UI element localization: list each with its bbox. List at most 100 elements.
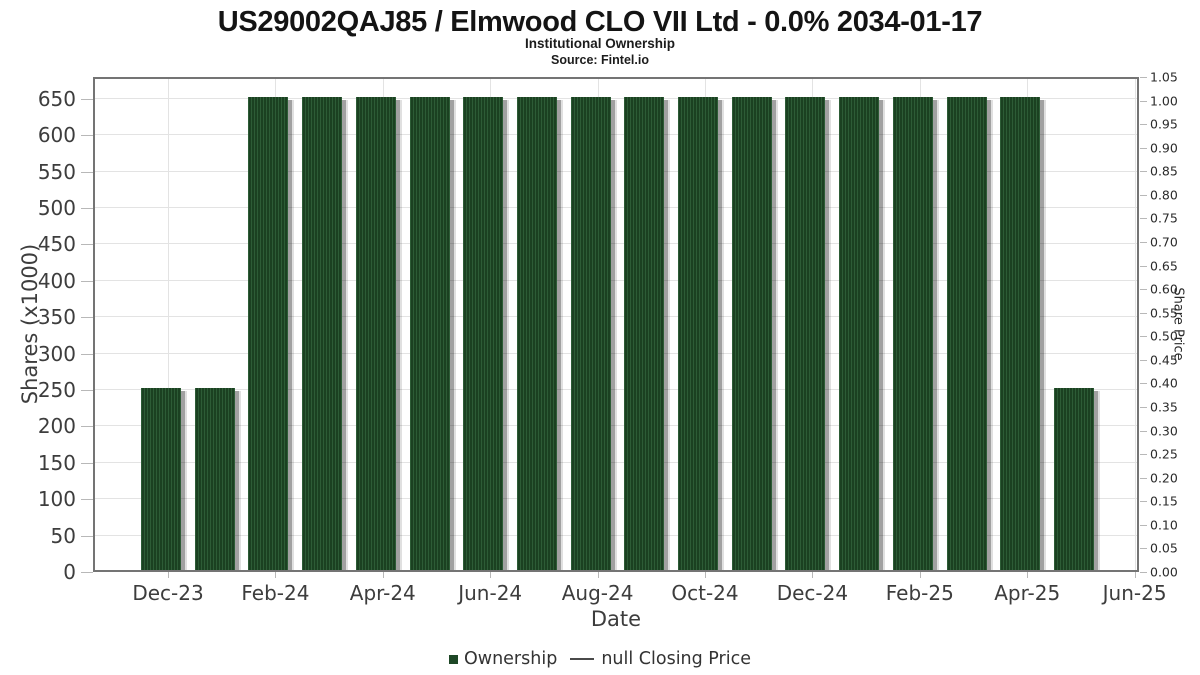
x-tick-mark [705,572,706,578]
y-right-tick-mark [1140,124,1147,126]
bar [302,96,343,570]
bar [946,96,987,570]
legend-price-label: null Closing Price [601,649,752,669]
y-right-tick-label: 1.00 [1150,93,1178,109]
y-left-tick-mark [81,390,93,391]
x-tick-label: Dec-24 [776,581,849,605]
y-right-tick-mark [1140,572,1147,573]
y-left-tick-mark [81,499,93,501]
gridline-vertical [1134,79,1136,570]
plot-area [93,77,1139,572]
gridline-horizontal [95,97,1137,99]
bar [409,96,450,570]
y-right-tick-label: 0.85 [1150,163,1178,179]
gridline-horizontal [95,461,1137,463]
y-left-tick-label: 550 [37,159,76,184]
y-left-tick-mark [81,135,93,137]
y-right-tick-mark [1140,454,1147,456]
y-left-tick-label: 100 [37,487,76,512]
chart-title: US29002QAJ85 / Elmwood CLO VII Ltd - 0.0… [217,6,983,38]
y-left-tick-mark [81,171,93,173]
x-tick-mark [275,572,277,578]
bar [678,96,718,570]
y-right-tick-mark [1140,242,1147,243]
y-left-tick-label: 600 [37,123,76,148]
y-left-tick-label: 200 [37,414,76,439]
y-right-tick-mark [1140,383,1147,385]
bar [355,96,396,570]
y-left-tick-label: 650 [37,86,76,111]
x-tick-mark [919,572,921,578]
x-tick-mark [1027,572,1029,578]
y-left-tick-mark [81,244,93,246]
gridline-horizontal [95,279,1137,281]
y-right-tick-label: 0.30 [1150,423,1178,439]
x-tick-label: Feb-24 [241,581,310,605]
y-right-tick-mark [1140,194,1147,196]
y-right-tick-mark [1140,265,1147,267]
y-right-tick-mark [1140,171,1147,173]
y-right-tick-mark [1140,100,1147,102]
bar [892,96,933,570]
bar [624,96,665,570]
y-right-tick-mark [1140,501,1147,503]
y-right-tick-mark [1140,477,1147,479]
x-tick-mark [382,572,384,578]
y-right-tick-label: 0.25 [1150,446,1178,462]
gridline-horizontal [95,207,1137,209]
y-left-tick-label: 500 [37,196,76,221]
y-left-tick-mark [81,535,93,537]
bar [248,96,289,570]
x-tick-mark [1134,572,1136,578]
bar [1000,96,1041,570]
y-right-tick-label: 0.05 [1150,540,1178,556]
y-right-tick-label: 0.90 [1150,140,1178,156]
y-left-tick-label: 350 [37,305,76,330]
y-left-tick-label: 250 [37,378,76,402]
x-tick-mark [490,572,492,578]
y-left-tick-mark [81,353,93,355]
gridline-horizontal [95,425,1137,427]
x-tick-label: Apr-24 [349,581,416,605]
y-right-tick-label: 0.00 [1150,564,1178,580]
y-right-tick-mark [1140,359,1147,361]
y-left-tick-label: 0 [63,560,76,584]
x-axis-title: Date [590,607,642,631]
gridline-horizontal [95,170,1137,172]
y-left-tick-label: 400 [37,268,76,293]
chart-subtitle: Institutional Ownership [524,36,675,51]
x-tick-label: Dec-23 [132,581,204,605]
bar [141,388,181,570]
y-left-tick-label: 300 [37,341,76,366]
x-tick-label: Apr-25 [994,581,1061,605]
y-left-tick-mark [81,280,93,282]
y-right-tick-label: 0.50 [1150,328,1178,344]
y-right-tick-label: 0.55 [1150,305,1178,321]
bar [516,96,557,570]
y-right-tick-mark [1140,430,1147,432]
x-tick-label: Feb-25 [885,581,954,605]
legend-ownership-swatch-icon [448,654,458,664]
x-tick-label: Aug-24 [561,581,634,605]
bar [731,96,772,570]
y-right-tick-mark [1140,312,1147,314]
y-right-axis-title: Share Price [1170,287,1186,361]
gridline-horizontal [95,316,1137,318]
y-right-tick-mark [1140,524,1147,526]
y-right-tick-mark [1140,548,1147,550]
y-right-tick-label: 0.10 [1150,517,1178,533]
y-left-tick-mark [81,572,93,573]
y-right-tick-mark [1140,147,1147,149]
y-right-tick-label: 0.65 [1150,258,1178,274]
y-right-tick-mark [1140,77,1147,78]
y-right-tick-label: 0.95 [1150,116,1178,132]
bar [839,96,880,570]
bar [785,96,826,570]
x-tick-label: Jun-25 [1102,581,1167,605]
y-right-tick-mark [1140,289,1147,291]
x-tick-mark [597,572,599,578]
bar [463,96,504,570]
y-right-tick-label: 0.45 [1150,352,1178,368]
y-left-tick-mark [81,208,93,210]
